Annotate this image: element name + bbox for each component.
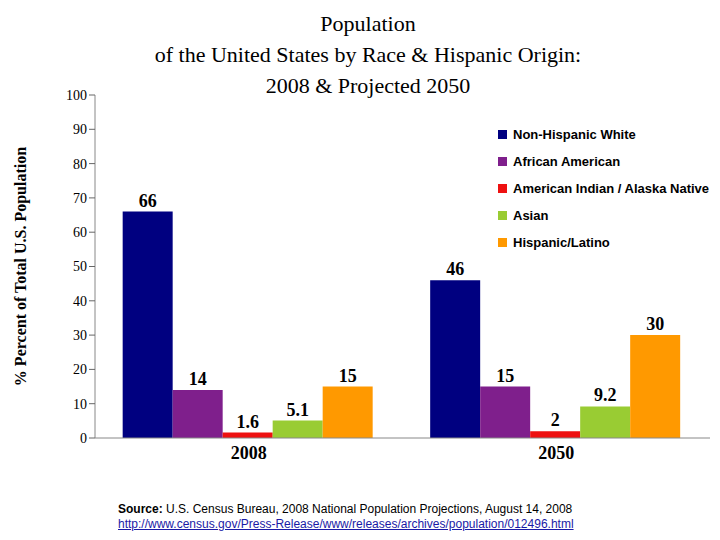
svg-text:30: 30 <box>646 314 664 334</box>
svg-text:60: 60 <box>73 225 87 240</box>
svg-text:2008: 2008 <box>231 443 267 463</box>
svg-text:70: 70 <box>73 191 87 206</box>
svg-text:100: 100 <box>66 88 87 103</box>
svg-text:90: 90 <box>73 122 87 137</box>
svg-text:10: 10 <box>73 397 87 412</box>
html-text:Non-Hispanic White: Non-Hispanic White <box>513 127 636 142</box>
html-text:Source: U.S. Census Bureau, 20: Source: U.S. Census Bureau, 2008 Nationa… <box>118 502 573 516</box>
html-text:Asian: Asian <box>513 208 549 223</box>
svg-text:50: 50 <box>73 259 87 274</box>
svg-text:15: 15 <box>496 366 514 386</box>
svg-text:0: 0 <box>80 431 87 446</box>
html-text:Hispanic/Latino: Hispanic/Latino <box>513 235 610 250</box>
svg-text:15: 15 <box>339 366 357 386</box>
svg-text:2: 2 <box>551 410 560 430</box>
svg-text:9.2: 9.2 <box>594 385 617 405</box>
html-text:American Indian / Alaska Nativ: American Indian / Alaska Native <box>513 181 709 196</box>
html-text:http://www.census.gov/Press-Re: http://www.census.gov/Press-Release/www/… <box>118 517 574 531</box>
svg-text:5.1: 5.1 <box>286 400 309 420</box>
svg-text:% Percent of Total U.S. Popula: % Percent of Total U.S. Population <box>12 147 30 386</box>
html-text:African American: African American <box>513 154 621 169</box>
html-text:Population: Population <box>320 11 416 36</box>
html-text:of the United States by Race &: of the United States by Race & Hispanic … <box>154 42 582 67</box>
svg-text:40: 40 <box>73 294 87 309</box>
svg-text:46: 46 <box>446 259 464 279</box>
svg-text:1.6: 1.6 <box>236 412 259 432</box>
svg-text:66: 66 <box>139 191 157 211</box>
svg-text:30: 30 <box>73 328 87 343</box>
svg-text:80: 80 <box>73 157 87 172</box>
svg-text:20: 20 <box>73 362 87 377</box>
svg-text:2050: 2050 <box>538 443 574 463</box>
svg-text:14: 14 <box>189 369 207 389</box>
html-text:2008 & Projected 2050: 2008 & Projected 2050 <box>265 73 471 98</box>
